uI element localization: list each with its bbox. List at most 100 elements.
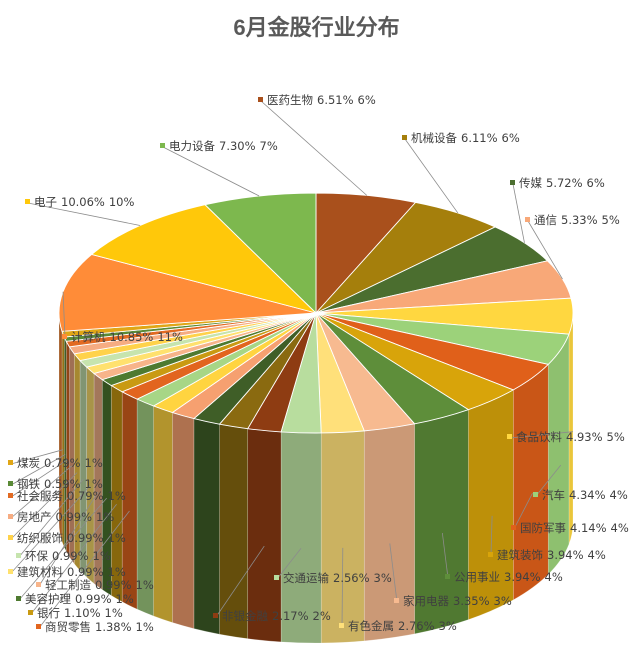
legend-swatch (16, 553, 21, 558)
slice-label-rounded: 1% (136, 620, 154, 634)
leader-line (260, 100, 368, 196)
legend-swatch (36, 624, 41, 629)
slice-label-name: 环保 (25, 549, 48, 563)
slice-label-group: 建筑材料 0.99% 1% (8, 565, 126, 579)
slice-label: 煤炭 0.79% 1% (17, 456, 103, 470)
slice-label-name: 电力设备 (169, 139, 215, 153)
slice-label: 钢铁 0.59% 1% (17, 477, 103, 491)
slice-label-group: 有色金属 2.76% 3% (339, 619, 457, 633)
slice-label: 非银金融 2.17% 2% (222, 609, 331, 623)
slice-labels: 医药生物 6.51% 6% 机械设备 6.11% 6% 传媒 5.72% 6% 通信 5.33% 5%… (8, 93, 629, 634)
pie-slice-电力设备[interactable] (204, 192, 317, 315)
slice-label-rounded: 1% (105, 606, 123, 620)
legend-swatch (510, 180, 515, 185)
leader-line (389, 543, 398, 603)
slice-label-rounded: 4% (611, 521, 629, 535)
slice-label: 电子 10.06% 10% (34, 195, 134, 209)
slice-label: 轻工制造 0.99% 1% (45, 578, 154, 592)
slice-label-group: 煤炭 0.79% 1% (8, 456, 103, 470)
leader-lines (10, 100, 573, 629)
slice-label: 食品饮料 4.93% 5% (516, 430, 625, 444)
slice-label: 美容护理 0.99% 1% (25, 592, 134, 606)
slice-label-percent: 1.10% (64, 606, 101, 620)
slice-label: 环保 0.99% 1% (25, 549, 111, 563)
slice-label-percent: 2.76% (398, 619, 435, 633)
leader-line (10, 472, 78, 540)
leader-line (10, 454, 66, 486)
pie-side-walls (58, 312, 574, 644)
legend-swatch (8, 493, 13, 498)
slice-label-group: 医药生物 6.51% 6% (258, 93, 376, 107)
slice-label-percent: 0.79% (44, 456, 81, 470)
pie-slice-电子[interactable] (90, 204, 318, 314)
slice-label-group: 传媒 5.72% 6% (510, 176, 605, 190)
slice-label-rounded: 1% (96, 510, 114, 524)
slice-label-name: 轻工制造 (45, 578, 91, 592)
slice-label-group: 电子 10.06% 10% (25, 195, 134, 209)
slice-label: 电力设备 7.30% 7% (169, 139, 278, 153)
slice-label: 汽车 4.34% 4% (542, 488, 628, 502)
slice-label-rounded: 1% (108, 489, 126, 503)
leader-line (527, 220, 563, 280)
slice-label-percent: 10.06% (61, 195, 105, 209)
legend-swatch (258, 97, 263, 102)
leader-line (513, 492, 533, 530)
slice-label-percent: 3.35% (453, 594, 490, 608)
slice-label-name: 建筑材料 (17, 565, 63, 579)
pie-side-建筑装饰 (468, 389, 514, 621)
slice-label-group: 计算机 10.85% 11% (62, 330, 183, 344)
pie-side-美容护理 (101, 379, 112, 597)
slice-label-group: 钢铁 0.59% 1% (8, 477, 103, 491)
slice-label: 计算机 10.85% 11% (71, 330, 183, 344)
slice-label-percent: 0.59% (44, 477, 81, 491)
slice-label-rounded: 5% (602, 213, 620, 227)
slice-label-name: 有色金属 (348, 619, 394, 633)
slice-label: 商贸零售 1.38% 1% (45, 620, 154, 634)
slice-label-rounded: 4% (588, 548, 606, 562)
slice-label: 国防军事 4.14% 4% (520, 521, 629, 535)
legend-swatch (394, 598, 399, 603)
legend-swatch (274, 575, 279, 580)
slice-label-percent: 2.17% (272, 609, 309, 623)
slice-label-percent: 5.72% (546, 176, 583, 190)
slice-label-group: 汽车 4.34% 4% (533, 488, 628, 502)
slice-label: 建筑装饰 3.94% 4% (497, 548, 606, 562)
slice-label-rounded: 1% (85, 456, 103, 470)
slice-label-percent: 0.99% (95, 578, 132, 592)
leader-line (10, 485, 91, 574)
slice-label-rounded: 3% (494, 594, 512, 608)
slice-label-group: 社会服务 0.79% 1% (8, 489, 126, 503)
legend-swatch (160, 143, 165, 148)
slice-label-rounded: 5% (607, 430, 625, 444)
slice-label-percent: 1.38% (95, 620, 132, 634)
slice-label: 纺织服饰 0.99% 1% (17, 531, 126, 545)
slice-label-rounded: 3% (374, 571, 392, 585)
slice-label-group: 国防军事 4.14% 4% (511, 521, 629, 535)
slice-label: 家用电器 3.35% 3% (403, 594, 512, 608)
pie-side-汽车 (547, 334, 570, 576)
slice-label: 机械设备 6.11% 6% (411, 131, 520, 145)
slice-label-rounded: 4% (610, 488, 628, 502)
slice-label-percent: 0.99% (75, 592, 112, 606)
slice-label: 交通运输 2.56% 3% (283, 571, 392, 585)
legend-swatch (25, 199, 30, 204)
leader-line (18, 479, 84, 558)
legend-swatch (28, 610, 33, 615)
leader-line (509, 431, 573, 439)
leader-line (27, 202, 141, 226)
leader-line (341, 547, 344, 628)
pie-side-家用电器 (363, 423, 415, 642)
pie-top-slices (58, 192, 574, 434)
legend-swatch (488, 552, 493, 557)
slice-label: 有色金属 2.76% 3% (348, 619, 457, 633)
leader-line (18, 497, 107, 601)
slice-label-group: 交通运输 2.56% 3% (274, 571, 392, 585)
slice-label-rounded: 6% (502, 131, 520, 145)
slice-label-name: 社会服务 (17, 489, 63, 503)
legend-swatch (507, 434, 512, 439)
slice-label-group: 电力设备 7.30% 7% (160, 139, 278, 153)
leader-line (276, 548, 302, 580)
slice-label-name: 计算机 (71, 330, 106, 344)
slice-label-percent: 6.11% (461, 131, 498, 145)
leader-line (535, 464, 562, 497)
